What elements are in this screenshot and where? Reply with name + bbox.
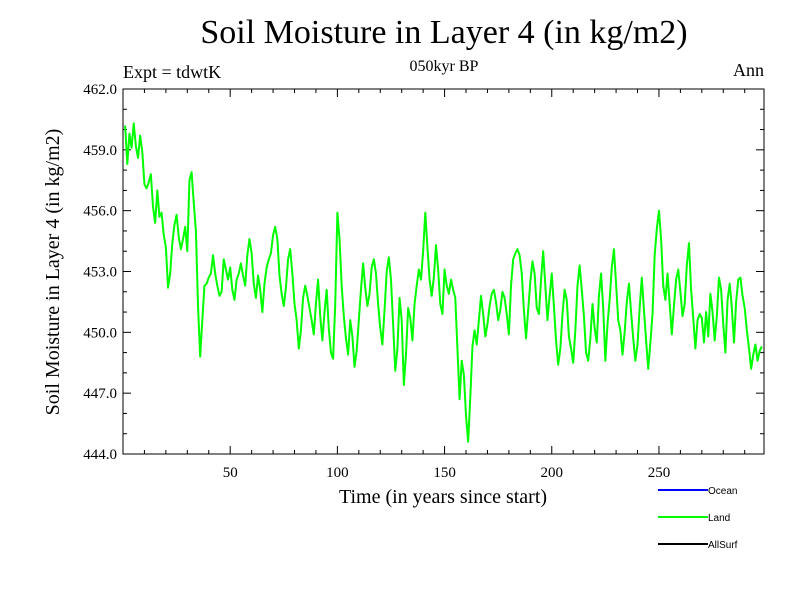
experiment-label: Expt = tdwtK <box>123 62 222 82</box>
y-tick-label: 462.0 <box>83 82 117 98</box>
series-line-land <box>124 122 763 443</box>
y-tick-label: 456.0 <box>83 204 117 220</box>
x-tick-label: 200 <box>541 465 564 481</box>
chart-title: Soil Moisture in Layer 4 (in kg/m2) <box>200 14 688 51</box>
y-tick-labels: 444.0 447.0 450.0 453.0 456.0 459.0 462.0 <box>83 82 117 463</box>
chart-subtitle: 050kyr BP <box>409 58 479 75</box>
y-tick-label: 447.0 <box>83 386 117 402</box>
y-tick-label: 450.0 <box>83 325 117 341</box>
legend-label-land: Land <box>708 513 730 524</box>
y-tick-label: 459.0 <box>83 143 117 159</box>
series-group <box>124 122 763 443</box>
plot-frame <box>122 88 765 455</box>
y-axis-label: Soil Moisture in Layer 4 (in kg/m2) <box>42 129 64 416</box>
x-tick-label: 100 <box>326 465 349 481</box>
x-axis-label: Time (in years since start) <box>339 486 547 508</box>
x-tick-label: 50 <box>223 465 238 481</box>
y-tick-label: 444.0 <box>83 447 117 463</box>
legend-label-allsurf: AllSurf <box>708 540 738 551</box>
axis-ticks <box>123 89 764 454</box>
legend-label-ocean: Ocean <box>708 486 737 497</box>
legend: Ocean Land AllSurf <box>658 486 738 551</box>
x-tick-labels: 50 100 150 200 250 <box>223 465 671 481</box>
x-tick-label: 250 <box>648 465 671 481</box>
y-tick-label: 453.0 <box>83 265 117 281</box>
season-label: Ann <box>733 60 764 80</box>
x-tick-label: 150 <box>433 465 456 481</box>
